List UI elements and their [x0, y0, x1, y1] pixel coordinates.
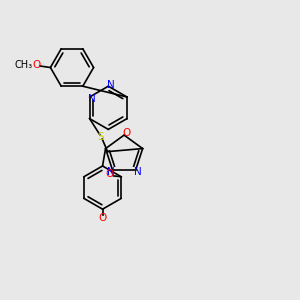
Text: CH₃: CH₃: [14, 59, 32, 70]
Text: O: O: [33, 60, 41, 70]
Text: N: N: [107, 167, 115, 177]
Text: O: O: [106, 169, 114, 179]
Text: N: N: [88, 94, 96, 103]
Text: N: N: [107, 80, 115, 90]
Text: O: O: [98, 213, 107, 223]
Text: S: S: [98, 132, 104, 142]
Text: O: O: [122, 128, 130, 138]
Text: N: N: [134, 167, 142, 177]
